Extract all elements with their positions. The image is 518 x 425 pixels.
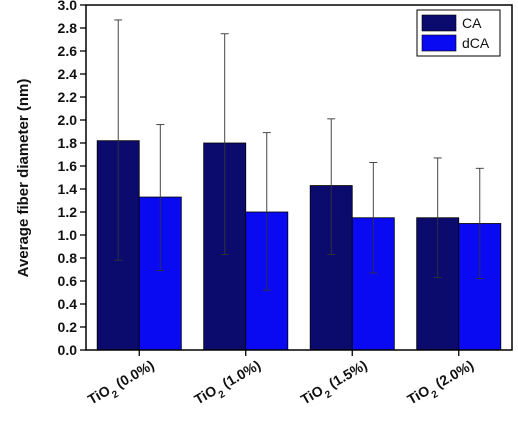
- y-tick-label: 0.6: [58, 273, 78, 289]
- legend-swatch-ca: [421, 14, 457, 32]
- y-tick-label: 1.6: [58, 158, 78, 174]
- y-tick-label: 0.0: [58, 342, 78, 358]
- y-tick-label: 1.0: [58, 227, 78, 243]
- y-tick-label: 2.0: [58, 112, 78, 128]
- y-tick-label: 0.4: [58, 296, 78, 312]
- legend-label-ca: CA: [462, 15, 482, 31]
- error-bars-layer: [114, 19, 484, 291]
- plot-frame: [85, 4, 513, 351]
- bars-layer: [96, 140, 502, 351]
- y-axis: 0.0 0.2 0.4 0.6 0.8 1.0 1.2 1.4 1.6 1.8 2.0 2.2 2.4 2…: [58, 0, 86, 358]
- x-tick-label-0: TiO2 (0.0%): [85, 357, 160, 413]
- y-tick-label: 2.8: [58, 20, 78, 36]
- y-tick-label: 0.2: [58, 319, 78, 335]
- y-tick-label: 2.4: [58, 66, 78, 82]
- legend-swatch-dca: [421, 34, 457, 52]
- y-tick-label: 1.8: [58, 135, 78, 151]
- legend-label-dca: dCA: [462, 35, 490, 51]
- y-tick-label: 1.4: [58, 181, 78, 197]
- x-tick-label-3: TiO2 (2.0%): [404, 357, 479, 413]
- x-axis: TiO2 (0.0%) TiO2 (1.0%) TiO2 (1.5%) TiO2 (2…: [85, 350, 479, 413]
- legend: CA dCA: [416, 9, 501, 57]
- x-tick-label-2: TiO2 (1.5%): [298, 357, 373, 413]
- y-tick-label: 3.0: [58, 0, 78, 13]
- y-tick-label: 2.2: [58, 89, 78, 105]
- y-axis-title: Average fiber diameter (nm): [15, 79, 32, 278]
- y-tick-label: 0.8: [58, 250, 78, 266]
- y-tick-label: 2.6: [58, 43, 78, 59]
- x-tick-label-1: TiO2 (1.0%): [191, 357, 266, 413]
- y-tick-label: 1.2: [58, 204, 78, 220]
